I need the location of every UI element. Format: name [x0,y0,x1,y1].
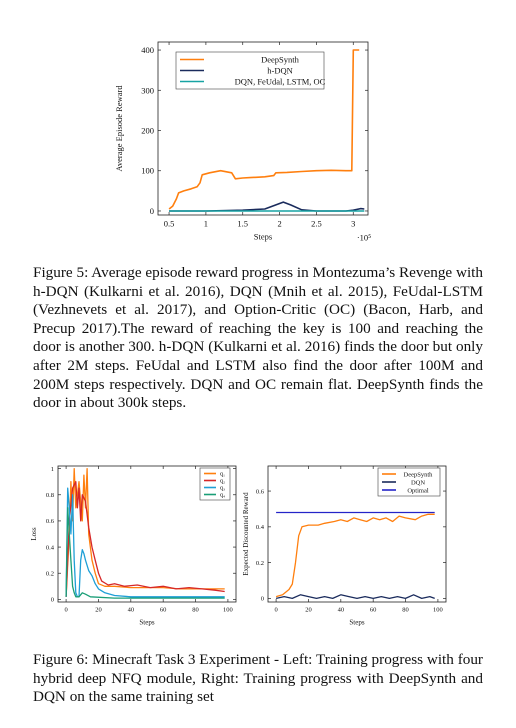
x-tick-label: 60 [370,607,377,614]
x-tick-label: 40 [128,607,134,614]
x-tick-label: 20 [305,607,312,614]
x-tick-label: 0 [64,607,67,614]
plot-frame [267,465,447,603]
series-line-dqn [275,594,435,600]
figure5-caption: Figure 5: Average episode reward progres… [33,264,483,412]
y-axis-label: Loss [30,527,38,541]
x-tick-label: 0.5 [164,219,175,229]
x-axis-label: Steps [139,619,154,627]
series-line-deepsynth [275,513,435,598]
x-tick-label: 0 [274,607,277,614]
x-tick-label: 3 [351,219,355,229]
y-tick-label: 0.4 [256,524,265,531]
legend-label-optimal: Optimal [407,487,428,494]
y-tick-label: 300 [141,85,154,95]
x-tick-label: 40 [338,607,345,614]
figure6-caption: Figure 6: Minecraft Task 3 Experiment - … [33,651,483,706]
legend-label-q: q₁ [220,472,225,478]
series-line-q [65,467,225,597]
figure5-chart: 0.5 1 1.5 2 2.5 3 0 100 200 300 400 Steps Average Ep… [114,41,371,243]
x-tick-label: 2 [277,219,281,229]
figure6-right-chart: 0 20 40 60 80 100 0 0.2 0.4 0.6 Steps Expected Disc… [242,465,447,627]
y-tick-label: 400 [141,45,154,55]
figure5-plot-area: 0.5 1 1.5 2 2.5 3 0 100 200 300 400 Steps Average Ep… [114,41,371,243]
x-tick-label: 2.5 [311,219,322,229]
series-line-q [65,481,225,597]
legend-label-q: q₄ [220,493,225,499]
x-tick-label: 60 [160,607,167,614]
y-tick-label: 0 [51,597,54,604]
y-tick-label: 0 [150,206,154,216]
x-tick-label: 80 [192,607,199,614]
y-tick-label: 1 [51,466,54,473]
y-axis-label: Average Episode Reward [114,85,124,172]
legend-label-dqn-feudal-lstm-oc: DQN, FeUdal, LSTM, OC [235,76,326,86]
x-tick-label: 1.5 [237,219,248,229]
x-multiplier-label: ·10⁵ [357,233,371,243]
y-axis-label: Expected Discounted Reward [242,492,250,576]
series-line-q [65,487,225,598]
series-line-q [65,507,225,599]
plot-frame [157,41,369,216]
series-line-deepsynth [168,49,360,210]
series-line-h-dqn [169,201,365,212]
plot-frame [57,465,237,603]
legend-label-q: q₃ [220,486,225,492]
figure6-right-plot-area: 0 20 40 60 80 100 0 0.2 0.4 0.6 Steps Expected Disc… [242,465,447,627]
y-tick-label: 0 [261,596,264,603]
y-tick-label: 0.6 [46,518,55,525]
figure6-left-chart: 0 20 40 60 80 10000.20.40.60.81StepsLossq₁q₂q… [30,465,237,627]
legend-label-h-dqn: h-DQN [267,65,293,75]
x-axis-label: Steps [254,232,272,242]
y-tick-label: 0.8 [46,492,54,499]
x-tick-label: 1 [204,219,208,229]
legend-label-q: q₂ [220,479,225,485]
y-tick-label: 200 [141,125,154,135]
x-tick-label: 100 [223,607,233,614]
y-tick-label: 0.4 [46,544,55,551]
y-tick-label: 0.2 [256,560,264,567]
y-tick-label: 0.2 [46,571,54,578]
x-tick-label: 100 [433,607,443,614]
x-tick-label: 20 [95,607,102,614]
y-tick-label: 0.6 [256,488,265,495]
legend-label-deepsynth: DeepSynth [261,54,300,64]
legend-label-dqn: DQN [411,479,425,486]
y-tick-label: 100 [141,166,154,176]
x-tick-label: 80 [402,607,409,614]
legend-label-deepsynth: DeepSynth [404,471,434,478]
figure6-left-plot-area: 0 20 40 60 80 10000.20.40.60.81StepsLossq₁q₂q… [30,465,237,627]
x-axis-label: Steps [349,619,364,627]
